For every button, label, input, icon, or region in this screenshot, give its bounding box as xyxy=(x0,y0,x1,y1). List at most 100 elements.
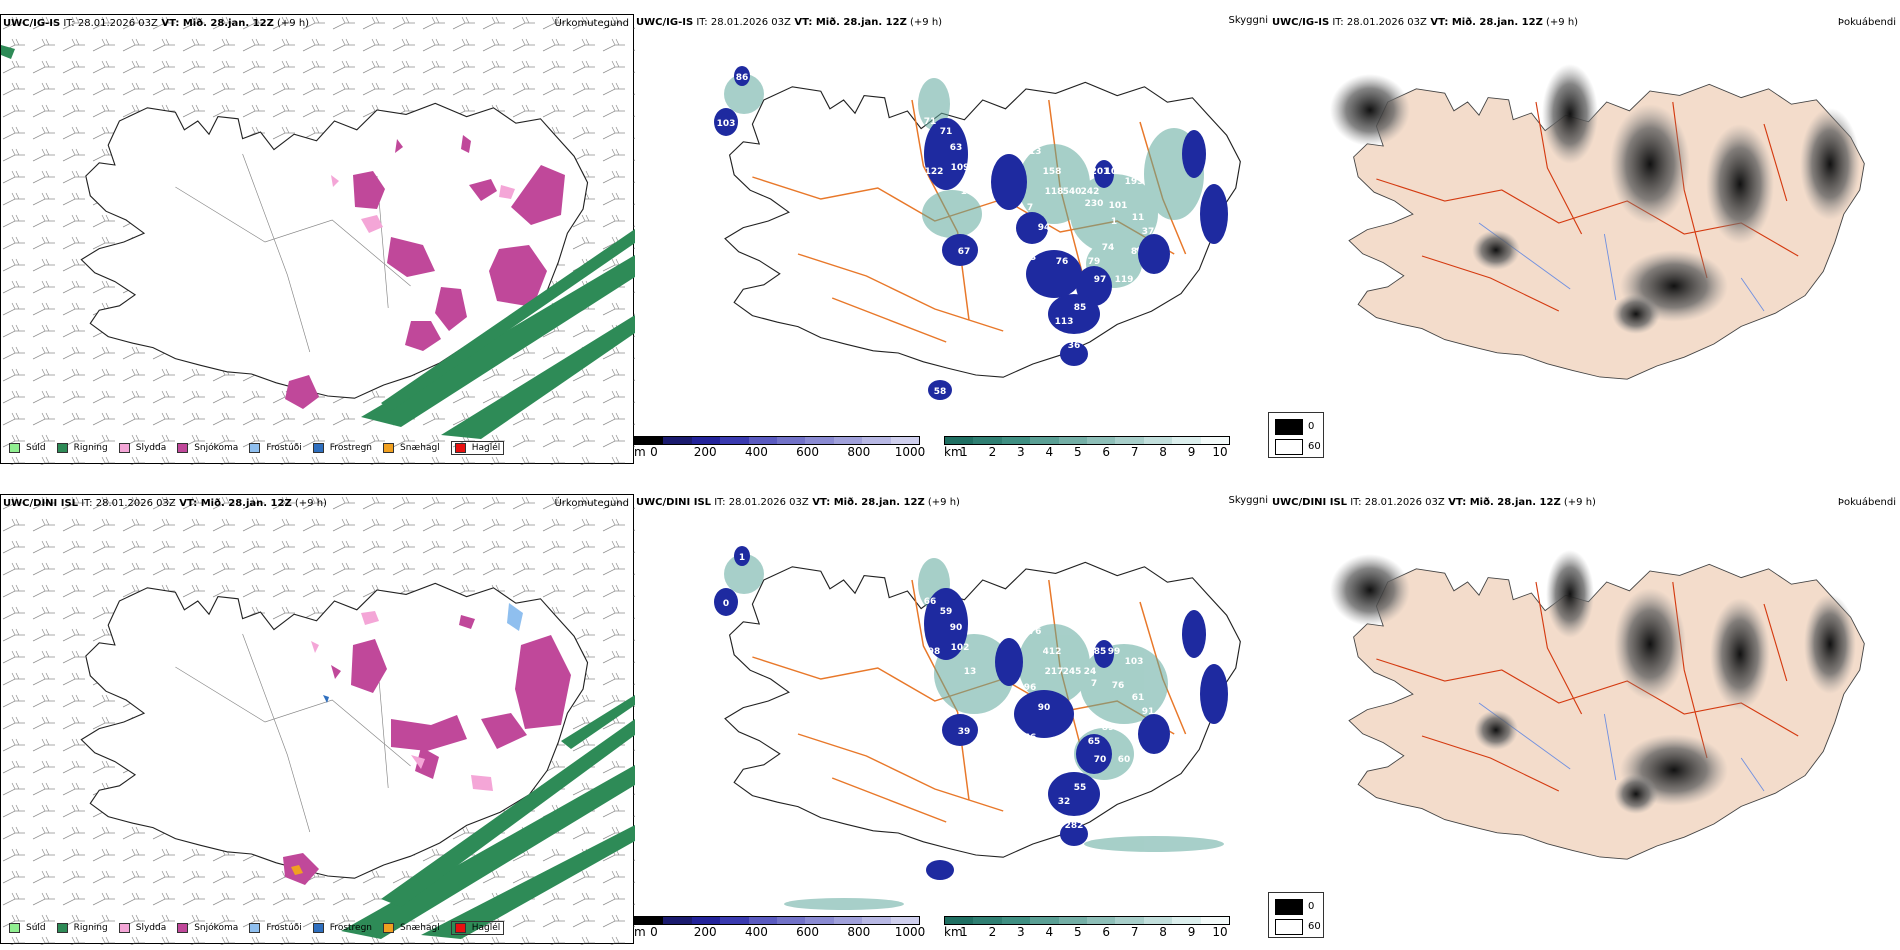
fog-map-row1 xyxy=(1330,64,1865,380)
cloudbase-value-label: 7 xyxy=(1027,203,1033,213)
cloud-panel-row2: 1 0 66 59 90 98 102 13 42 127 176 275 412 217 245 24 85 9… xyxy=(634,495,1268,939)
cloudbase-value-label: 79 xyxy=(1088,257,1101,267)
fog-swatch-high xyxy=(1275,899,1303,915)
cloudbase-value-label: 61 xyxy=(1132,693,1145,703)
cloudbase-value-label: 122 xyxy=(925,167,944,177)
cloudbase-value-label: 118 xyxy=(1045,187,1064,197)
legend-item-suld: Súld xyxy=(9,923,46,933)
colorbar-tick-label: 1000 xyxy=(894,445,926,459)
colorbar-segment xyxy=(663,917,692,924)
cloudbase-value-label: 282 xyxy=(1065,821,1084,831)
cloudbase-value-label: 102 xyxy=(951,643,970,653)
cloudbase-value-label: 113 xyxy=(1055,317,1074,327)
cloudbase-value-label: 103 xyxy=(717,119,736,129)
cloudbase-value-label: 70 xyxy=(1094,755,1107,765)
legend-swatch xyxy=(454,923,466,933)
cloudbase-value-label: 242 xyxy=(1081,187,1100,197)
colorbar-tick-label: 800 xyxy=(847,445,871,459)
colorbar-segment xyxy=(1058,437,1088,444)
colorbar-segment xyxy=(720,437,749,444)
cloudbase-value-label: 37 xyxy=(1142,227,1155,237)
legend-item-snaehagl: Snæhagl xyxy=(383,923,440,933)
cloudbase-value-label: 71 xyxy=(924,117,937,127)
colorbar-segment xyxy=(720,917,749,924)
cloudbase-value-label: 151 xyxy=(1015,117,1034,127)
colorbar-segment xyxy=(1143,437,1173,444)
colorbar-tick-label: 0 xyxy=(650,445,658,459)
colorbar-segment xyxy=(1172,917,1201,924)
fog-map-row2 xyxy=(1330,550,1865,860)
colorbar-tick-label: 5 xyxy=(1073,925,1082,939)
panel-title-cloud-row2: UWC/DINI ISL IT: 28.01.2026 03Z VT: Mið.… xyxy=(636,497,960,508)
legend-item-frostudi: Frostúði xyxy=(249,443,302,453)
cloudbase-value-label: 76 xyxy=(1112,681,1125,691)
cloudbase-value-label: 94 xyxy=(1038,223,1051,233)
cloudbase-value-label: 412 xyxy=(1043,647,1062,657)
colorbar-tick-label: 2 xyxy=(988,925,997,939)
cloudbase-value-label: 193 xyxy=(1125,177,1144,187)
cloudbase-value-label: 109 xyxy=(951,163,970,173)
cloudbase-value-label: 275 xyxy=(1095,617,1114,627)
colorbar-tick-label: 6 xyxy=(1102,925,1111,939)
legend-swatch xyxy=(9,443,20,453)
colorbar-tick-label: 600 xyxy=(796,445,820,459)
legend-item-frostregn: Frostregn xyxy=(312,443,372,453)
fog-panel-row2: UWC/DINI ISL IT: 28.01.2026 03Z VT: Mið.… xyxy=(1270,494,1900,944)
legend-swatch xyxy=(383,923,395,933)
legend-swatch xyxy=(249,923,261,933)
colorbar-tick-label: 9 xyxy=(1187,925,1196,939)
cloudbase-value-label: 1 xyxy=(1111,217,1117,227)
cloudbase-value-label: 99 xyxy=(1108,647,1121,657)
legend-item-snjokoma: Snjókoma xyxy=(177,443,238,453)
cloudbase-value-label: 119 xyxy=(1115,275,1134,285)
colorbar-tick-label: 4 xyxy=(1045,925,1054,939)
colorbar-segment xyxy=(890,437,920,444)
legend-swatch xyxy=(118,443,130,453)
legend-item-haglel: Haglél xyxy=(450,441,505,455)
colorbar-segment xyxy=(1087,437,1116,444)
cloudbase-value-label: 85 xyxy=(1074,303,1087,313)
cloudbase-value-label: 198 xyxy=(961,187,980,197)
cloudbase-value-label: 127 xyxy=(1021,613,1040,623)
cloud-panel-row1: 86 103 71 71 63 122 109 198 151 247 313 162 158 118 54… xyxy=(634,15,1268,459)
cloudbase-value-label: 101 xyxy=(1109,201,1128,211)
panel-title-fog-row2: UWC/DINI ISL IT: 28.01.2026 03Z VT: Mið.… xyxy=(1272,497,1596,508)
colorbar-segment xyxy=(1143,917,1173,924)
legend-item-snaehagl: Snæhagl xyxy=(383,443,440,453)
colorbar-segment xyxy=(945,437,974,444)
cloudbase-value-label: 66 xyxy=(924,597,937,607)
colorbar-tick-label: 4 xyxy=(1045,445,1054,459)
colorbar-segment xyxy=(635,917,664,924)
colorbar-tick-label: 8 xyxy=(1159,445,1167,459)
cloudbase-value-label: 36 xyxy=(1068,341,1081,351)
colorbar-segment xyxy=(635,437,664,444)
cloudbase-value-label: 217 xyxy=(1045,667,1064,677)
colorbar-tick-label: 1000 xyxy=(894,925,926,939)
colorbar-segment xyxy=(663,437,692,444)
cloudbase-value-label: 39 xyxy=(958,727,971,737)
param-label-fog-row1: Þokuábendi xyxy=(1837,17,1896,28)
panel-title-precip-row2: UWC/DINI ISL IT: 28.01.2026 03Z VT: Mið.… xyxy=(3,498,327,509)
legend-item-haglel: Haglél xyxy=(450,921,505,935)
colorbar-tick-label: 400 xyxy=(744,445,768,459)
legend-swatch xyxy=(454,443,466,453)
cloudbase-value-label: 158 xyxy=(1043,167,1062,177)
colorbar-segment xyxy=(748,917,778,924)
precip-panel-row1: UWC/IG-IS IT: 28.01.2026 03Z VT: Mið. 28… xyxy=(0,14,635,465)
cloudbase-value-label: 247 xyxy=(1021,133,1040,143)
cloudbase-value-label: 71 xyxy=(940,127,953,137)
colorbar-segment xyxy=(1172,437,1201,444)
colorbar-segment xyxy=(945,917,974,924)
legend-item-rigning: Rigning xyxy=(56,923,108,933)
legend-swatch xyxy=(312,923,324,933)
cloudbase-value-label: 98 xyxy=(928,647,941,657)
colorbar-tick-label: 3 xyxy=(1017,445,1025,459)
legend-item-frostudi: Frostúði xyxy=(249,923,302,933)
precip-map-row1 xyxy=(1,15,635,465)
colorbar-segment xyxy=(862,437,891,444)
legend-swatch xyxy=(9,923,20,933)
precip-legend-row2: Súld Rigning Slydda Snjókoma Frostúði Fr… xyxy=(9,921,515,935)
colorbar-tick-label: 9 xyxy=(1187,445,1196,459)
cloudbase-value-label: 103 xyxy=(1125,657,1144,667)
